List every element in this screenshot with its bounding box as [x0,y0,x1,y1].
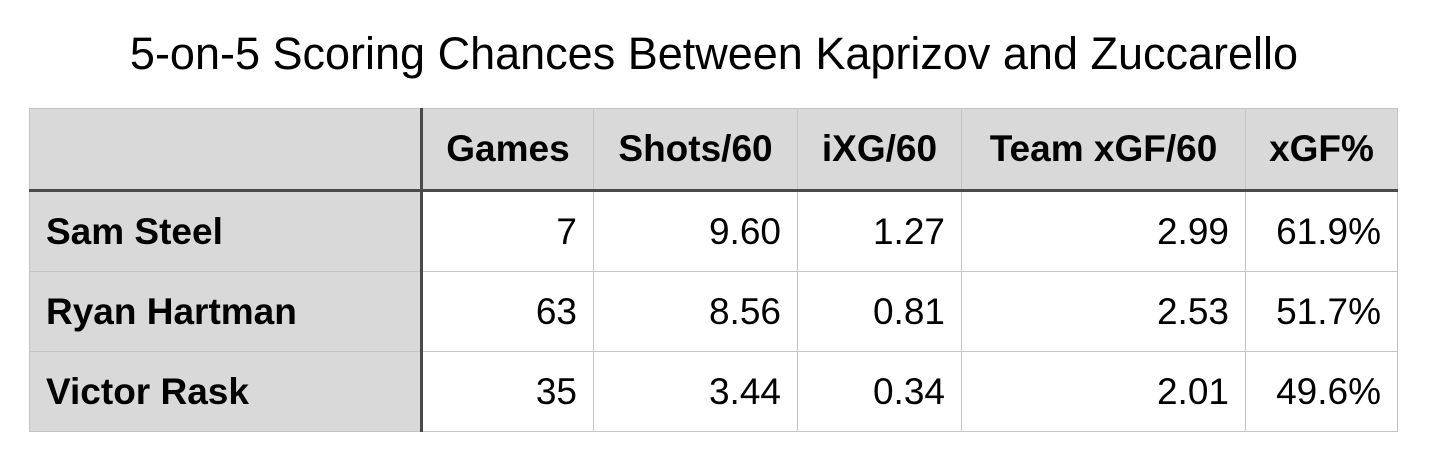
cell-xgf-percent: 61.9% [1245,190,1398,272]
column-header-xgf-percent: xGF% [1245,108,1398,192]
row-header-player: Sam Steel [29,190,423,272]
cell-shots-per-60: 8.56 [593,271,798,352]
cell-xgf-percent: 51.7% [1245,271,1398,352]
cell-shots-per-60: 3.44 [593,351,798,432]
header-row: Games Shots/60 iXG/60 Team xGF/60 xGF% [29,108,1398,192]
stats-table: Games Shots/60 iXG/60 Team xGF/60 xGF% S… [29,108,1398,432]
table-row: Victor Rask 35 3.44 0.34 2.01 49.6% [29,351,1398,432]
cell-ixg-per-60: 0.34 [797,351,962,432]
cell-games: 7 [421,190,594,272]
column-header-team-xgf-per-60: Team xGF/60 [961,108,1246,192]
cell-shots-per-60: 9.60 [593,190,798,272]
cell-xgf-percent: 49.6% [1245,351,1398,432]
cell-team-xgf-per-60: 2.99 [961,190,1246,272]
column-header-ixg-per-60: iXG/60 [797,108,962,192]
table-row: Sam Steel 7 9.60 1.27 2.99 61.9% [29,190,1398,272]
column-header-games: Games [421,108,594,192]
column-header-shots-per-60: Shots/60 [593,108,798,192]
cell-games: 35 [421,351,594,432]
cell-team-xgf-per-60: 2.53 [961,271,1246,352]
chart-title: 5-on-5 Scoring Chances Between Kaprizov … [129,28,1299,79]
cell-ixg-per-60: 1.27 [797,190,962,272]
cell-team-xgf-per-60: 2.01 [961,351,1246,432]
column-header-empty [29,108,423,192]
table-row: Ryan Hartman 63 8.56 0.81 2.53 51.7% [29,271,1398,352]
row-header-player: Ryan Hartman [29,271,423,352]
cell-ixg-per-60: 0.81 [797,271,962,352]
cell-games: 63 [421,271,594,352]
row-header-player: Victor Rask [29,351,423,432]
